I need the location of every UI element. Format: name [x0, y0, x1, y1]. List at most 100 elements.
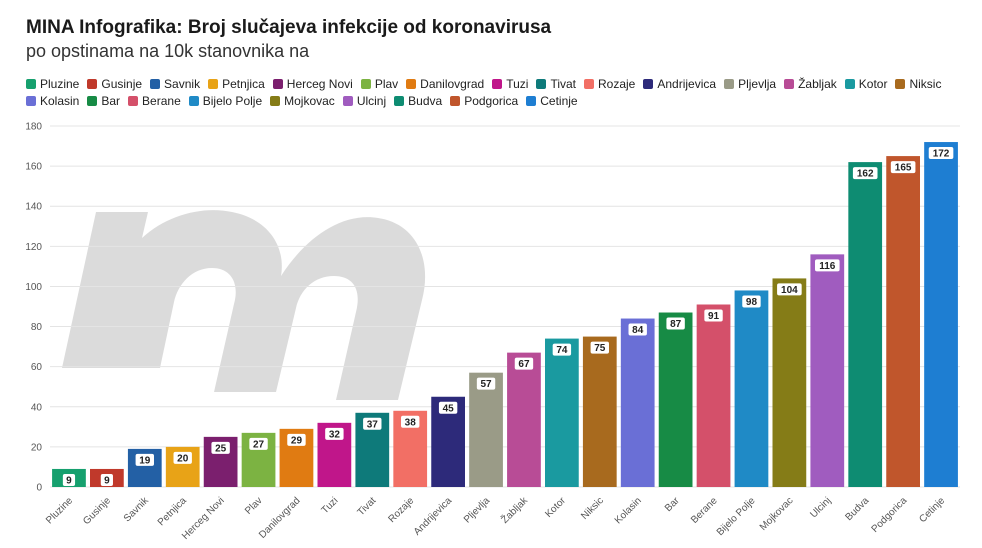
- legend-item[interactable]: Savnik: [150, 76, 200, 91]
- legend-label: Bar: [101, 93, 121, 108]
- data-label-box: [814, 259, 840, 272]
- bar[interactable]: [696, 304, 731, 487]
- legend-item[interactable]: Podgorica: [450, 93, 518, 108]
- legend-label: Andrijevica: [657, 76, 717, 91]
- legend-swatch: [26, 95, 36, 106]
- legend-item[interactable]: Gusinje: [87, 76, 142, 91]
- x-tick-label: Podgorica: [870, 495, 910, 535]
- legend: Pluzine Gusinje Savnik Petnjica Herceg Novi P…: [26, 76, 966, 108]
- x-tick-label: Tivat: [356, 495, 379, 518]
- legend-item[interactable]: Petnjica: [208, 76, 265, 91]
- data-label-box: [135, 453, 154, 466]
- bar[interactable]: [545, 338, 579, 487]
- data-label-box: [438, 401, 458, 414]
- legend-swatch: [844, 78, 855, 89]
- legend-label: Kolasin: [40, 93, 80, 108]
- legend-label: Tivat: [550, 76, 576, 91]
- chart-subtitle: po opstinama na 10k stanovnika na: [26, 41, 310, 61]
- legend-swatch: [536, 78, 547, 89]
- bar[interactable]: [886, 156, 920, 488]
- legend-label: Cetinje: [540, 93, 578, 108]
- data-label: 165: [895, 163, 912, 174]
- legend-swatch: [492, 78, 503, 89]
- data-label-box: [852, 167, 878, 180]
- legend-item[interactable]: Andrijevica: [643, 76, 716, 91]
- x-tick-label: Rozaje: [387, 495, 417, 525]
- data-label: 91: [708, 311, 720, 322]
- legend-label: Budva: [408, 93, 443, 108]
- legend-item[interactable]: Pluzine: [26, 76, 79, 91]
- data-label-box: [628, 323, 647, 336]
- data-label-box: [742, 295, 761, 308]
- x-tick-label: Kotor: [543, 495, 568, 520]
- legend-item[interactable]: Danilovgrad: [406, 76, 484, 91]
- legend-swatch: [724, 78, 735, 89]
- y-tick-label: 80: [31, 322, 43, 333]
- x-tick-label: Gusinje: [81, 495, 113, 527]
- data-label-box: [62, 473, 76, 486]
- bar[interactable]: [469, 372, 503, 487]
- data-label: 67: [518, 359, 530, 370]
- legend-item[interactable]: Tuzi: [492, 76, 528, 91]
- legend-swatch: [342, 95, 353, 106]
- data-label-box: [211, 441, 230, 454]
- legend-item[interactable]: Pljevlja: [724, 76, 776, 91]
- x-tick-label: Tuzi: [320, 495, 341, 516]
- legend-item[interactable]: Kotor: [844, 76, 888, 91]
- legend-item[interactable]: Ulcinj: [342, 93, 386, 108]
- data-label: 172: [933, 149, 950, 160]
- legend-swatch: [208, 78, 219, 89]
- x-tick-label: Danilovgrad: [257, 495, 303, 541]
- data-label: 20: [177, 453, 189, 464]
- data-label-box: [249, 437, 268, 450]
- bar[interactable]: [924, 142, 958, 488]
- data-label-box: [514, 357, 534, 370]
- bar[interactable]: [848, 162, 883, 487]
- legend-item[interactable]: Niksic: [895, 76, 941, 91]
- mina-logo-icon: [62, 210, 426, 400]
- data-label-box: [666, 317, 685, 330]
- legend-item[interactable]: Tivat: [536, 76, 576, 91]
- legend-swatch: [128, 95, 139, 106]
- legend-item[interactable]: Herceg Novi: [272, 76, 353, 91]
- x-tick-label: Pluzine: [44, 495, 75, 526]
- legend-label: Kotor: [858, 76, 888, 91]
- y-tick-label: 20: [31, 442, 43, 453]
- legend-item[interactable]: Bar: [87, 93, 120, 108]
- bar[interactable]: [582, 336, 617, 487]
- legend-label: Podgorica: [464, 93, 519, 108]
- legend-swatch: [895, 78, 906, 89]
- data-label-box: [704, 309, 723, 322]
- legend-swatch: [406, 78, 417, 89]
- data-label-box: [287, 433, 306, 446]
- data-label-box: [476, 377, 496, 390]
- legend-swatch: [360, 78, 371, 89]
- bar[interactable]: [658, 312, 693, 487]
- x-tick-label: Plav: [243, 495, 265, 517]
- legend-item[interactable]: Budva: [394, 93, 442, 108]
- bar[interactable]: [620, 318, 655, 487]
- legend-item[interactable]: Plav: [360, 76, 398, 91]
- legend-label: Žabljak: [798, 76, 837, 91]
- bar[interactable]: [734, 290, 769, 487]
- legend-item[interactable]: Žabljak: [784, 76, 837, 91]
- bar[interactable]: [772, 278, 807, 487]
- legend-swatch: [270, 95, 281, 106]
- legend-item[interactable]: Bijelo Polje: [188, 93, 262, 108]
- legend-item[interactable]: Cetinje: [526, 93, 578, 108]
- bar[interactable]: [507, 352, 541, 487]
- data-label: 38: [405, 417, 417, 428]
- legend-item[interactable]: Kolasin: [26, 93, 79, 108]
- bar[interactable]: [810, 254, 845, 487]
- legend-label: Petnjica: [222, 76, 265, 91]
- legend-label: Mojkovac: [284, 93, 335, 108]
- legend-label: Niksic: [909, 76, 942, 91]
- legend-item[interactable]: Berane: [128, 93, 181, 108]
- legend-swatch: [87, 95, 98, 106]
- legend-swatch: [150, 78, 161, 89]
- data-label-box: [401, 415, 420, 428]
- y-tick-label: 60: [31, 362, 43, 373]
- legend-item[interactable]: Mojkovac: [270, 93, 335, 108]
- legend-item[interactable]: Rozaje: [584, 76, 635, 91]
- data-label: 45: [443, 403, 455, 414]
